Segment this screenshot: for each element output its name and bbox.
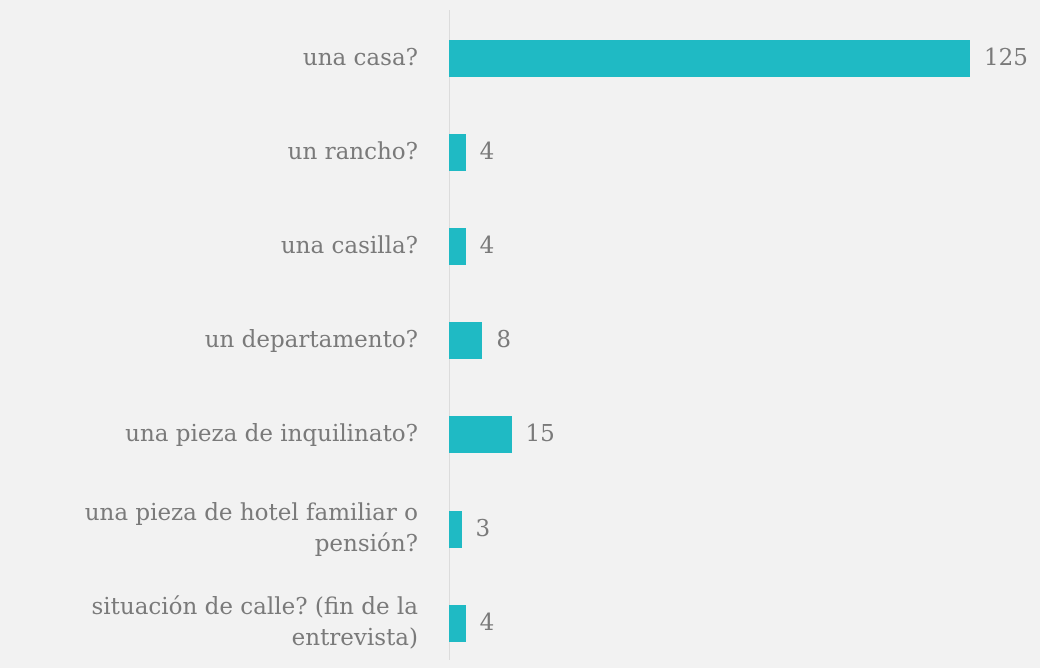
category-label: una pieza de inquilinato? — [125, 421, 418, 448]
category-label: situación de calle? (fin de la entrevist… — [91, 594, 419, 652]
bar — [449, 322, 483, 360]
bar — [449, 39, 970, 77]
value-label: 3 — [475, 515, 491, 542]
category-label: un departamento? — [204, 327, 418, 354]
bar — [449, 133, 466, 171]
value-label: 4 — [479, 609, 495, 636]
bar — [449, 416, 512, 454]
category-label: un rancho? — [287, 138, 418, 165]
value-label: 4 — [479, 138, 495, 165]
value-label: 15 — [525, 421, 555, 448]
value-label: 8 — [496, 327, 511, 354]
category-label: una casilla? — [280, 232, 418, 259]
bar — [449, 510, 462, 548]
category-label: una pieza de hotel familiar o pensión? — [84, 500, 418, 557]
value-label: 125 — [984, 44, 1028, 71]
bar — [449, 604, 466, 642]
bar — [449, 227, 466, 265]
category-label: una casa? — [302, 44, 418, 71]
value-label: 4 — [479, 232, 495, 259]
